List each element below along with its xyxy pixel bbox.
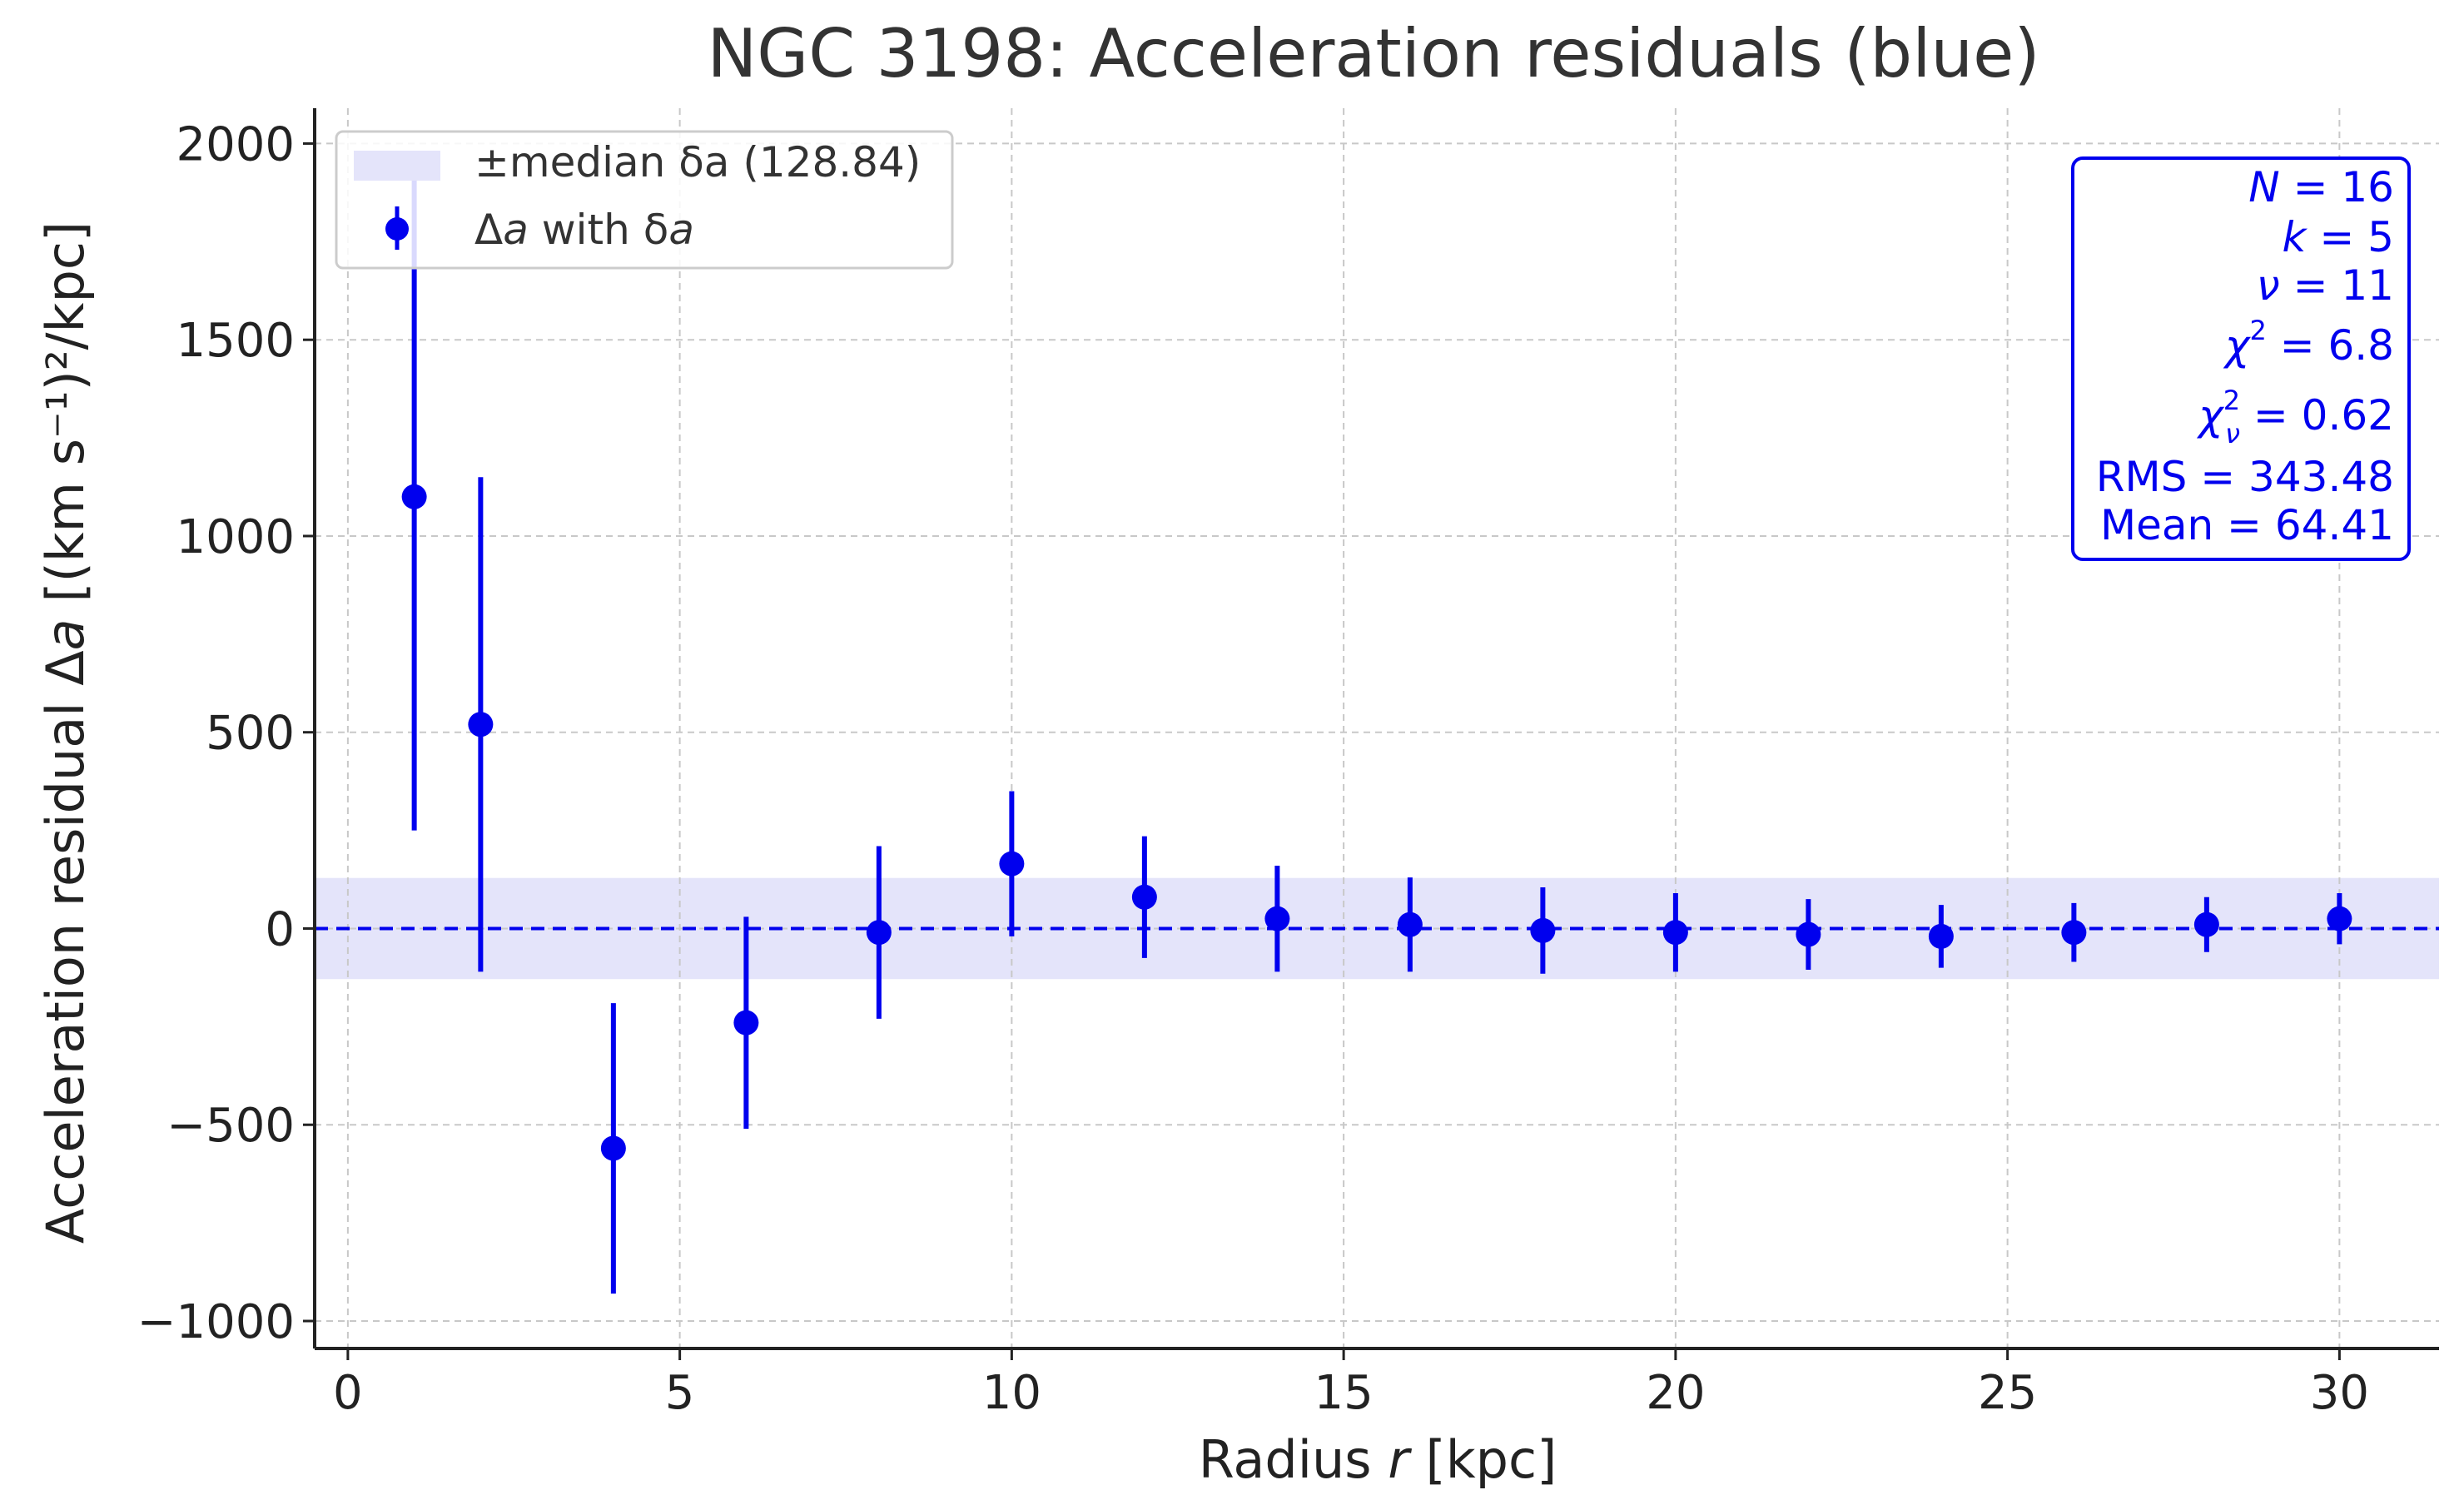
point-marker xyxy=(1264,906,1290,931)
point-marker xyxy=(600,1135,626,1161)
stats-sub: ν xyxy=(2225,418,2240,449)
stats-value: = 5 xyxy=(2307,213,2395,261)
stats-sup: 2 xyxy=(2249,315,2266,346)
x-tick-label: 20 xyxy=(1646,1366,1705,1420)
point-marker xyxy=(2327,906,2352,931)
data-point xyxy=(2327,893,2352,945)
point-marker xyxy=(401,484,427,509)
y-label-unit: [(km s⁻¹)²/kpc] xyxy=(35,221,96,618)
stats-value: = 0.62 xyxy=(2240,391,2394,440)
stats-frame xyxy=(2071,156,2411,561)
y-tick-label: 1000 xyxy=(176,510,295,564)
x-tick-label: 10 xyxy=(982,1366,1041,1420)
point-marker xyxy=(1796,921,1821,947)
stats-line: χ2 ν = 0.62 xyxy=(2196,385,2394,449)
data-point xyxy=(1662,893,1688,972)
legend-band-label: ±median δa (128.84) xyxy=(474,138,921,186)
plot-area xyxy=(315,108,2439,1348)
y-tick-label: 0 xyxy=(265,902,295,956)
legend-point-marker xyxy=(385,217,409,241)
stats-value: = 6.8 xyxy=(2267,321,2394,370)
data-point xyxy=(600,1003,626,1294)
data-point xyxy=(1796,899,1821,970)
point-marker xyxy=(2061,920,2087,946)
x-label-text: Radius xyxy=(1199,1429,1388,1490)
point-marker xyxy=(2193,911,2219,937)
point-marker xyxy=(468,712,494,738)
x-tick-label: 30 xyxy=(2310,1366,2369,1420)
point-marker xyxy=(1530,917,1556,943)
stats-var: χ xyxy=(2196,391,2225,440)
point-marker xyxy=(999,851,1025,877)
y-axis-label: Acceleration residual Δa [(km s⁻¹)²/kpc] xyxy=(35,221,96,1244)
y-tick-label: 2000 xyxy=(176,117,295,171)
legend-band-swatch xyxy=(354,151,440,181)
data-points xyxy=(401,163,2352,1294)
x-tick-label: 15 xyxy=(1314,1366,1373,1420)
data-point xyxy=(468,477,494,972)
data-point xyxy=(866,846,892,1019)
data-point xyxy=(1397,877,1423,972)
point-marker xyxy=(1397,911,1423,937)
stats-line: N = 16 xyxy=(2248,163,2394,211)
legend-text: Δ xyxy=(474,206,503,254)
stats-var: k xyxy=(2283,213,2308,261)
point-marker xyxy=(1131,884,1157,910)
x-tick-label: 0 xyxy=(333,1366,363,1420)
stats-line: ν = 11 xyxy=(2257,261,2394,310)
grid-lines xyxy=(315,108,2439,1348)
data-point xyxy=(401,163,427,831)
x-tick-label: 25 xyxy=(1978,1366,2037,1420)
y-ticks: −1000 −500 0 500 1000 1500 2000 xyxy=(137,117,315,1349)
axes: 0 5 10 15 20 25 30 −1000 −500 0 500 1000 1500 2000 xyxy=(137,108,2439,1420)
data-point xyxy=(1928,905,1954,968)
chart-title: NGC 3198: Acceleration residuals (blue) xyxy=(707,15,2039,92)
data-point xyxy=(2193,896,2219,952)
data-point xyxy=(999,791,1025,936)
point-marker xyxy=(733,1010,759,1036)
y-tick-label: 1500 xyxy=(176,314,295,368)
x-tick-label: 5 xyxy=(665,1366,695,1420)
x-ticks: 0 5 10 15 20 25 30 xyxy=(333,1348,2369,1420)
legend-var: a xyxy=(503,206,529,254)
legend-text: with δ xyxy=(529,206,668,254)
point-marker xyxy=(866,920,892,946)
legend-var: a xyxy=(668,206,694,254)
data-point xyxy=(1131,836,1157,958)
data-point xyxy=(733,916,759,1129)
y-tick-label: −1000 xyxy=(137,1295,295,1349)
stats-var: ν xyxy=(2257,261,2280,310)
y-label-var: a xyxy=(35,618,96,650)
y-label-text: Acceleration residual Δ xyxy=(35,650,96,1244)
x-axis-label: Radius r [kpc] xyxy=(1199,1429,1557,1490)
y-tick-label: 500 xyxy=(206,707,295,761)
x-label-unit: [kpc] xyxy=(1409,1429,1557,1490)
data-point xyxy=(2061,902,2087,962)
x-label-var: r xyxy=(1388,1429,1412,1490)
legend: ±median δa (128.84) Δa with δa xyxy=(335,130,954,270)
stats-line: χ2 = 6.8 xyxy=(2223,315,2394,370)
stats-sup: 2 xyxy=(2223,385,2240,416)
point-marker xyxy=(1928,923,1954,949)
stats-value: = 16 xyxy=(2280,163,2394,211)
data-point xyxy=(1264,866,1290,972)
stats-line: k = 5 xyxy=(2283,213,2394,261)
stats-var: χ xyxy=(2223,321,2252,370)
stats-line: Mean = 64.41 xyxy=(2100,501,2394,549)
y-tick-label: −500 xyxy=(166,1099,295,1153)
legend-frame xyxy=(335,130,954,270)
stats-var: N xyxy=(2248,163,2279,211)
legend-series-label: Δa with δa xyxy=(474,206,694,254)
stats-line: RMS = 343.48 xyxy=(2096,453,2394,501)
data-point xyxy=(1530,887,1556,974)
stats-value: = 11 xyxy=(2280,261,2394,310)
point-marker xyxy=(1662,920,1688,946)
